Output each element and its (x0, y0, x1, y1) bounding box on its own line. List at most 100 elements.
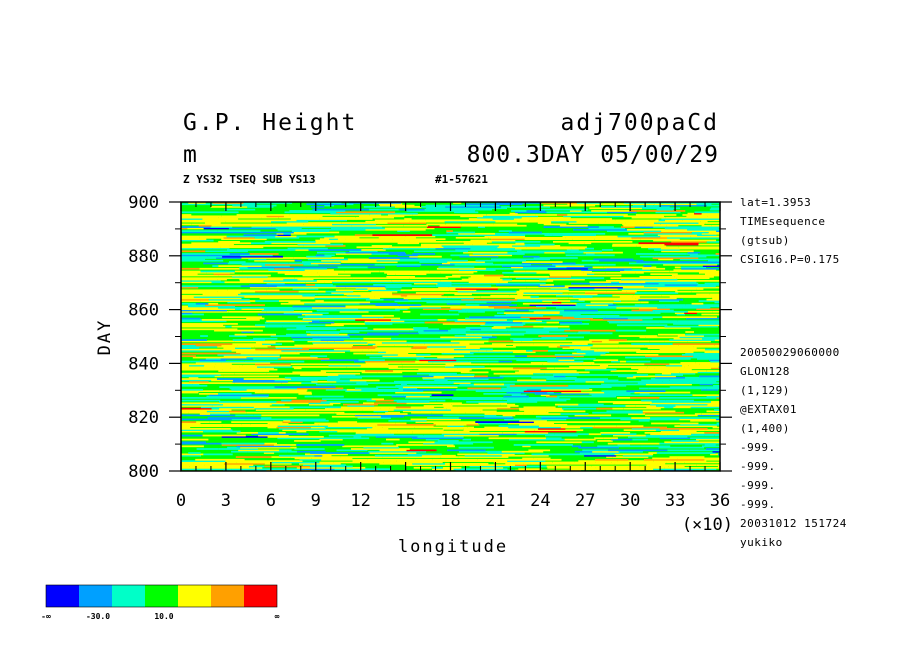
heatmap-cell (539, 209, 588, 211)
heatmap-cell (643, 410, 676, 412)
heatmap-cell (208, 303, 218, 305)
heatmap-cell (231, 421, 282, 423)
heatmap-cell (447, 449, 486, 451)
heatmap-cell (203, 263, 228, 265)
heatmap-cell (181, 271, 201, 273)
heatmap-cell (432, 467, 443, 469)
heatmap-field (181, 202, 720, 471)
heatmap-cell (489, 341, 514, 343)
heatmap-cell (600, 432, 630, 434)
side-info-line: -999. (740, 441, 776, 454)
heatmap-cell (212, 265, 218, 267)
heatmap-cell (463, 439, 472, 441)
heatmap-cell (181, 303, 196, 305)
heatmap-cell (636, 253, 659, 255)
heatmap-cell (241, 424, 251, 426)
x-tick-label: 33 (665, 491, 685, 511)
heatmap-cell (218, 393, 251, 395)
heatmap-cell (600, 354, 658, 356)
heatmap-cell (310, 355, 327, 357)
heatmap-cell (497, 312, 504, 314)
heatmap-cell (499, 361, 512, 363)
heatmap-cell (522, 261, 563, 263)
heatmap-cell (511, 210, 526, 212)
x-tick-label: 18 (440, 491, 460, 511)
heatmap-cell (424, 435, 444, 437)
heatmap-cell (690, 437, 720, 439)
heatmap-cell (705, 349, 720, 351)
heatmap-cell (427, 258, 452, 260)
heatmap-cell (536, 214, 557, 216)
heatmap-cell (404, 394, 432, 396)
heatmap-cell (589, 339, 609, 341)
heatmap-cell (355, 234, 373, 236)
heatmap-cell (612, 295, 633, 297)
heatmap-cell (363, 402, 374, 404)
heatmap-cell (433, 459, 478, 461)
heatmap-cell (331, 429, 354, 431)
heatmap-cell (492, 343, 534, 345)
heatmap-cell (706, 370, 720, 372)
heatmap-cell (559, 322, 582, 324)
heatmap-cell (197, 389, 204, 391)
heatmap-cell (600, 417, 631, 419)
heatmap-cell (528, 449, 550, 451)
heatmap-cell (201, 271, 235, 273)
heatmap-cell (561, 413, 589, 415)
heatmap-cell (640, 276, 675, 278)
heatmap-cell (275, 386, 336, 388)
heatmap-cell (706, 448, 720, 450)
heatmap-cell (404, 218, 411, 220)
heatmap-cell (524, 406, 556, 408)
heatmap-cell (547, 322, 560, 324)
heatmap-cell (294, 440, 321, 442)
heatmap-cell (367, 332, 419, 334)
y-axis-label: DAY (95, 319, 115, 356)
x-tick-label: 24 (530, 491, 550, 511)
side-info-line: (1,129) (740, 384, 790, 397)
heatmap-cell (378, 394, 404, 396)
heatmap-cell (291, 363, 328, 365)
heatmap-cell (591, 363, 644, 365)
heatmap-cell (396, 406, 411, 408)
heatmap-cell (478, 459, 517, 461)
heatmap-cell (531, 362, 541, 364)
heatmap-cell (413, 327, 428, 329)
heatmap-cell (599, 226, 614, 228)
heatmap-cell (567, 214, 628, 216)
heatmap-cell (650, 417, 658, 419)
heatmap-cell (452, 381, 503, 383)
heatmap-cell (286, 334, 307, 336)
x-tick-label: 30 (620, 491, 640, 511)
heatmap-cell (244, 234, 278, 236)
heatmap-cell (705, 283, 720, 285)
heatmap-cell (342, 445, 398, 447)
heatmap-cell (531, 296, 539, 298)
heatmap-cell (710, 293, 720, 295)
side-info-line: GLON128 (740, 365, 790, 378)
x-tick-label: 27 (575, 491, 595, 511)
units-label: m (183, 142, 197, 168)
colorbar-swatch (244, 585, 277, 607)
heatmap-cell (181, 441, 206, 443)
heatmap-cell (604, 437, 618, 439)
heatmap-cell (628, 233, 644, 235)
heatmap-cell (566, 291, 606, 293)
heatmap-cell (338, 421, 357, 423)
heatmap-cell (460, 397, 504, 399)
heatmap-cell (447, 319, 458, 321)
heatmap-cell (251, 424, 269, 426)
heatmap-cell (403, 225, 428, 227)
heatmap-cell (636, 214, 677, 216)
heatmap-cell (427, 417, 459, 419)
heatmap-cell (381, 443, 393, 445)
heatmap-cell (181, 285, 241, 287)
colorbar-swatch (178, 585, 211, 607)
heatmap-cell (514, 271, 526, 273)
heatmap-cell (510, 276, 550, 278)
heatmap-cell (181, 268, 200, 270)
heatmap-cell (196, 421, 209, 423)
heatmap-cell (692, 394, 719, 396)
heatmap-cell (555, 433, 589, 435)
